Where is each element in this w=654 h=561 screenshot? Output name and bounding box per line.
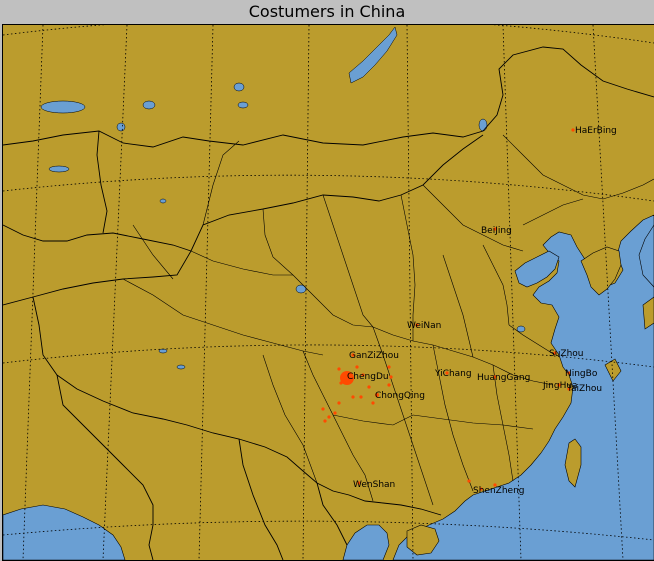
taiwan-island: [564, 438, 582, 488]
customer-dot: [493, 483, 497, 487]
customer-dot: [321, 407, 325, 411]
customer-dot: [355, 365, 359, 369]
city-marker-ningbo: [567, 371, 571, 375]
province-borders: [122, 134, 654, 506]
city-marker-shenzheng: [479, 487, 483, 491]
city-label-haerbing: HaErBing: [575, 126, 617, 136]
hainan-island: [406, 524, 440, 556]
city-label-weinan: WeiNan: [407, 321, 441, 331]
customer-dot: [467, 479, 471, 483]
map-frame: HaErBing BeiJing WeiNan GanZiZhou ChengD…: [2, 24, 654, 561]
city-marker-beijing: [493, 227, 497, 231]
city-label-wenshan: WenShan: [353, 480, 395, 490]
city-markers: [321, 128, 575, 491]
bohai-sea: [514, 250, 560, 288]
customer-dot: [337, 367, 341, 371]
customer-dot: [387, 365, 391, 369]
city-label-taizhou: TaiZhou: [566, 384, 602, 394]
city-marker-chengdu: [340, 371, 354, 385]
city-label-ganzizhou: GanZiZhou: [349, 351, 399, 361]
city-label-ningbo: NingBo: [565, 369, 598, 379]
map-title: Costumers in China: [248, 2, 406, 21]
city-marker-jinghua: [557, 383, 561, 387]
city-marker-yichang: [445, 371, 449, 375]
lake-baikal: [348, 26, 398, 84]
customer-dot: [337, 401, 341, 405]
city-marker-ganzizhou: [351, 353, 355, 357]
customer-dot: [323, 419, 327, 423]
customer-dot: [361, 373, 365, 377]
customer-dot: [367, 385, 371, 389]
bay-of-bengal: [3, 504, 126, 560]
city-marker-chongqing: [375, 393, 379, 397]
city-label-beijing: BeiJing: [481, 226, 512, 236]
customer-dot: [351, 395, 355, 399]
sea-of-japan: [638, 224, 654, 288]
customer-dot: [333, 411, 337, 415]
gulf-of-tonkin: [342, 524, 390, 560]
city-marker-wenshan: [357, 481, 361, 485]
city-label-chengdu: ChengDu: [347, 372, 389, 382]
city-marker-taizhou: [567, 387, 571, 391]
customer-dot: [387, 383, 391, 387]
country-borders: [3, 46, 654, 560]
city-label-suzhou: SuZhou: [549, 349, 584, 359]
customer-dot: [359, 395, 363, 399]
graticule: [3, 25, 654, 560]
city-marker-haerbing: [571, 128, 575, 132]
city-label-yichang: YiChang: [434, 369, 472, 379]
customer-dot: [389, 375, 393, 379]
city-label-huanggang: HuangGang: [477, 373, 530, 383]
city-marker-huanggang: [493, 375, 497, 379]
city-label-shenzheng: ShenZheng: [473, 486, 524, 496]
city-labels: HaErBing BeiJing WeiNan GanZiZhou ChengD…: [347, 126, 617, 496]
customer-dot: [327, 415, 331, 419]
city-label-jinghua: JingHua: [542, 381, 578, 391]
city-marker-weinan: [415, 323, 419, 327]
city-label-chongqing: ChongQing: [375, 391, 425, 401]
customer-dot: [371, 401, 375, 405]
city-marker-suzhou: [553, 351, 557, 355]
